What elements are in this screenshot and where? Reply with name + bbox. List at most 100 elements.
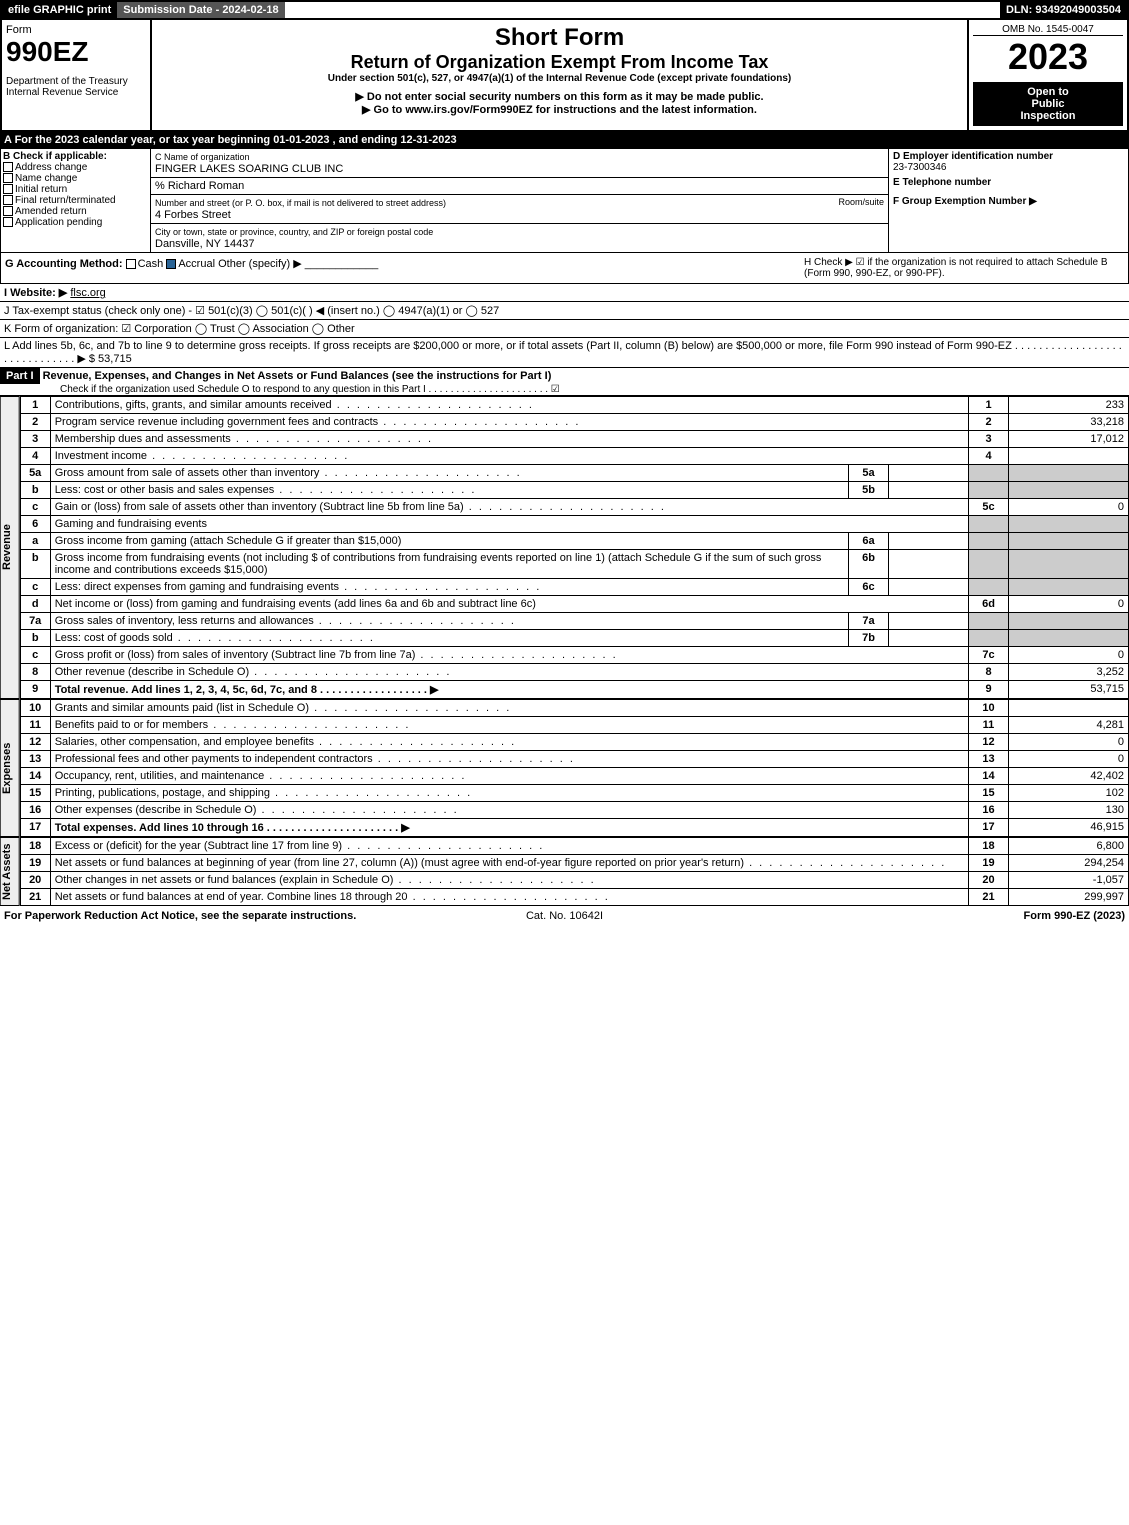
form-id-box: Form 990EZ Department of the Treasury In… xyxy=(2,20,152,130)
exp-table-wrap: Expenses 10Grants and similar amounts pa… xyxy=(0,699,1129,837)
submission-date: Submission Date - 2024-02-18 xyxy=(117,2,284,18)
fin-table-wrap: Revenue 1Contributions, gifts, grants, a… xyxy=(0,396,1129,699)
title-block: Form 990EZ Department of the Treasury In… xyxy=(0,20,1129,132)
section-bcdef: B Check if applicable: Address change Na… xyxy=(0,148,1129,253)
line-7b: bLess: cost of goods sold7b xyxy=(20,630,1128,647)
city-state-zip: Dansville, NY 14437 xyxy=(155,238,254,250)
line-7a: 7aGross sales of inventory, less returns… xyxy=(20,613,1128,630)
omb-number: OMB No. 1545-0047 xyxy=(973,24,1123,36)
short-form-title: Short Form xyxy=(156,24,963,52)
org-name: FINGER LAKES SOARING CLUB INC xyxy=(155,163,343,175)
open-to: Open to xyxy=(977,86,1119,98)
line-14: 14Occupancy, rent, utilities, and mainte… xyxy=(20,768,1128,785)
line-15: 15Printing, publications, postage, and s… xyxy=(20,785,1128,802)
box-b-title: B Check if applicable: xyxy=(3,151,148,162)
row-l: L Add lines 5b, 6c, and 7b to line 9 to … xyxy=(0,338,1129,368)
line-11: 11Benefits paid to or for members114,281 xyxy=(20,717,1128,734)
row-l-amt: $ 53,715 xyxy=(89,353,132,365)
line-18: 18Excess or (deficit) for the year (Subt… xyxy=(20,838,1128,855)
line-13: 13Professional fees and other payments t… xyxy=(20,751,1128,768)
ck-amended[interactable]: Amended return xyxy=(3,206,148,217)
line-6: 6Gaming and fundraising events xyxy=(20,516,1128,533)
line-10: 10Grants and similar amounts paid (list … xyxy=(20,700,1128,717)
part1-tag: Part I xyxy=(0,368,40,384)
line-6d: dNet income or (loss) from gaming and fu… xyxy=(20,596,1128,613)
footer: For Paperwork Reduction Act Notice, see … xyxy=(0,906,1129,926)
box-b: B Check if applicable: Address change Na… xyxy=(1,149,151,252)
ck-address-change[interactable]: Address change xyxy=(3,162,148,173)
header-bar: efile GRAPHIC print Submission Date - 20… xyxy=(0,0,1129,20)
row-i: I Website: ▶ flsc.org xyxy=(0,284,1129,302)
box-def: D Employer identification number 23-7300… xyxy=(888,149,1128,252)
line-5c: cGain or (loss) from sale of assets othe… xyxy=(20,499,1128,516)
goto-link[interactable]: ▶ Go to www.irs.gov/Form990EZ for instru… xyxy=(156,103,963,116)
line-12: 12Salaries, other compensation, and empl… xyxy=(20,734,1128,751)
line-17: 17Total expenses. Add lines 10 through 1… xyxy=(20,819,1128,837)
website-label: I Website: ▶ xyxy=(4,287,67,299)
net-table-wrap: Net Assets 18Excess or (deficit) for the… xyxy=(0,837,1129,906)
line-7c: cGross profit or (loss) from sales of in… xyxy=(20,647,1128,664)
row-gh: G Accounting Method: Cash Accrual Other … xyxy=(0,253,1129,284)
row-a-tax-year: A For the 2023 calendar year, or tax yea… xyxy=(0,132,1129,148)
form-word: Form xyxy=(6,24,146,36)
revenue-table: 1Contributions, gifts, grants, and simil… xyxy=(20,396,1129,699)
line-20: 20Other changes in net assets or fund ba… xyxy=(20,872,1128,889)
title-center: Short Form Return of Organization Exempt… xyxy=(152,20,967,130)
efile-label[interactable]: efile GRAPHIC print xyxy=(2,2,117,18)
irs-label: Internal Revenue Service xyxy=(6,87,146,98)
form-number: 990EZ xyxy=(6,36,146,68)
ck-app-pending[interactable]: Application pending xyxy=(3,217,148,228)
tax-year: 2023 xyxy=(973,36,1123,78)
part1-checknote: Check if the organization used Schedule … xyxy=(0,384,1129,395)
line-1: 1Contributions, gifts, grants, and simil… xyxy=(20,397,1128,414)
expenses-tab: Expenses xyxy=(0,699,20,837)
ck-accrual[interactable] xyxy=(166,259,176,269)
line-9: 9Total revenue. Add lines 1, 2, 3, 4, 5c… xyxy=(20,681,1128,699)
website-value[interactable]: flsc.org xyxy=(70,287,105,299)
tel-label: E Telephone number xyxy=(893,177,1124,188)
expenses-table: 10Grants and similar amounts paid (list … xyxy=(20,699,1129,837)
public: Public xyxy=(977,98,1119,110)
ein-value: 23-7300346 xyxy=(893,162,1124,173)
open-inspection-box: Open to Public Inspection xyxy=(973,82,1123,126)
ssn-warning: ▶ Do not enter social security numbers o… xyxy=(156,90,963,103)
under-section: Under section 501(c), 527, or 4947(a)(1)… xyxy=(156,73,963,84)
acct-method-label: G Accounting Method: xyxy=(5,258,123,270)
line-6a: aGross income from gaming (attach Schedu… xyxy=(20,533,1128,550)
title-right: OMB No. 1545-0047 2023 Open to Public In… xyxy=(967,20,1127,130)
org-name-label: C Name of organization xyxy=(155,152,250,162)
line-5a: 5aGross amount from sale of assets other… xyxy=(20,465,1128,482)
dln-label: DLN: 93492049003504 xyxy=(1000,2,1127,18)
ck-final-return[interactable]: Final return/terminated xyxy=(3,195,148,206)
netassets-table: 18Excess or (deficit) for the year (Subt… xyxy=(20,837,1129,906)
box-g: G Accounting Method: Cash Accrual Other … xyxy=(5,257,804,279)
ein-label: D Employer identification number xyxy=(893,151,1124,162)
ck-cash[interactable] xyxy=(126,259,136,269)
row-l-text: L Add lines 5b, 6c, and 7b to line 9 to … xyxy=(4,340,1122,365)
dept-treasury: Department of the Treasury xyxy=(6,76,146,87)
revenue-tab: Revenue xyxy=(0,396,20,699)
addr-label: Number and street (or P. O. box, if mail… xyxy=(155,198,446,208)
line-6c: cLess: direct expenses from gaming and f… xyxy=(20,579,1128,596)
line-6b: bGross income from fundraising events (n… xyxy=(20,550,1128,579)
row-j: J Tax-exempt status (check only one) - ☑… xyxy=(0,302,1129,320)
cat-no: Cat. No. 10642I xyxy=(378,910,752,922)
group-exemption-label: F Group Exemption Number ▶ xyxy=(893,196,1124,207)
line-2: 2Program service revenue including gover… xyxy=(20,414,1128,431)
form-rev: Form 990-EZ (2023) xyxy=(751,910,1125,922)
ck-name-change[interactable]: Name change xyxy=(3,173,148,184)
row-k: K Form of organization: ☑ Corporation ◯ … xyxy=(0,320,1129,338)
other-specify: Other (specify) ▶ xyxy=(218,258,302,270)
line-3: 3Membership dues and assessments317,012 xyxy=(20,431,1128,448)
part1-title: Revenue, Expenses, and Changes in Net As… xyxy=(43,370,552,382)
box-c: C Name of organization FINGER LAKES SOAR… xyxy=(151,149,888,252)
box-h: H Check ▶ ☑ if the organization is not r… xyxy=(804,257,1124,279)
line-5b: bLess: cost or other basis and sales exp… xyxy=(20,482,1128,499)
line-4: 4Investment income4 xyxy=(20,448,1128,465)
paperwork-notice: For Paperwork Reduction Act Notice, see … xyxy=(4,910,378,922)
ck-initial-return[interactable]: Initial return xyxy=(3,184,148,195)
netassets-tab: Net Assets xyxy=(0,837,20,906)
line-8: 8Other revenue (describe in Schedule O)8… xyxy=(20,664,1128,681)
city-label: City or town, state or province, country… xyxy=(155,227,433,237)
line-16: 16Other expenses (describe in Schedule O… xyxy=(20,802,1128,819)
